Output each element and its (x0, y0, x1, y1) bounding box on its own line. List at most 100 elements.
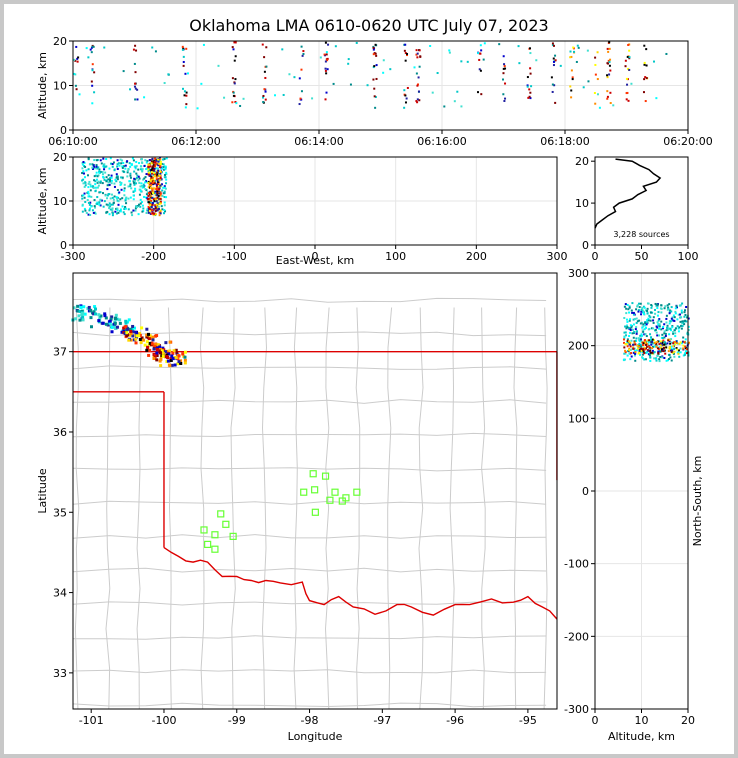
lightning-source (635, 308, 638, 311)
lightning-source (669, 309, 672, 312)
lightning-source (640, 313, 643, 316)
lightning-source (139, 168, 142, 171)
lightning-source (678, 355, 681, 358)
lightning-source (677, 330, 680, 333)
lightning-source (575, 60, 578, 63)
lma-station-marker (311, 486, 319, 494)
lightning-source (554, 101, 557, 104)
lightning-source (97, 174, 100, 177)
lightning-source (142, 183, 145, 186)
lightning-source (593, 92, 596, 95)
lightning-source (404, 52, 407, 55)
lightning-source (634, 328, 637, 331)
lightning-source (662, 325, 665, 328)
lightning-source (643, 346, 646, 349)
lightning-source (128, 180, 131, 183)
lightning-source (111, 207, 114, 210)
lightning-source (681, 302, 684, 305)
lightning-source (668, 353, 671, 356)
lightning-source (165, 360, 169, 364)
lightning-source (670, 345, 673, 348)
lightning-source (146, 191, 149, 194)
lightning-source (155, 178, 158, 181)
lightning-source (146, 332, 150, 336)
lightning-source (110, 325, 114, 329)
lightning-source (653, 341, 656, 344)
lightning-source (667, 306, 670, 309)
lightning-source (623, 352, 626, 355)
lightning-source (643, 352, 646, 355)
y-tick-label: 35 (53, 506, 67, 519)
lightning-source (163, 196, 166, 199)
lightning-source (165, 157, 168, 160)
lightning-source (104, 171, 107, 174)
lightning-source (159, 194, 162, 197)
lightning-source (159, 192, 162, 195)
lightning-source (155, 167, 158, 170)
lightning-source (92, 211, 95, 214)
lightning-source (656, 304, 659, 307)
county-border (72, 669, 547, 674)
lightning-source (147, 211, 150, 214)
lightning-source (366, 84, 369, 87)
x-tick-label: 06:10:00 (48, 135, 97, 148)
lightning-source (403, 49, 406, 52)
lightning-source (145, 333, 149, 337)
lightning-source (96, 175, 99, 178)
lightning-source (140, 161, 143, 164)
lightning-source (319, 56, 322, 59)
lightning-source (103, 178, 106, 181)
lightning-source (375, 54, 378, 57)
lightning-source (404, 59, 407, 62)
lightning-source (650, 306, 653, 309)
lightning-source (124, 207, 127, 210)
lightning-source (646, 345, 649, 348)
lightning-source (646, 321, 649, 324)
lightning-source (642, 323, 645, 326)
lightning-source (349, 83, 352, 86)
lightning-source (169, 357, 173, 361)
lightning-source (633, 350, 636, 353)
lightning-source (158, 162, 161, 165)
lightning-source (182, 60, 185, 63)
lightning-source (154, 187, 157, 190)
lightning-source (150, 196, 153, 199)
lightning-source (156, 180, 159, 183)
lightning-source (529, 67, 532, 70)
lightning-source (655, 342, 658, 345)
lightning-source (608, 41, 611, 44)
lightning-source (668, 338, 671, 341)
lightning-source (653, 60, 656, 63)
lightning-source (141, 210, 144, 213)
lightning-source (95, 178, 98, 181)
lightning-source (622, 358, 625, 361)
lightning-source (87, 56, 90, 59)
lightning-source (676, 318, 679, 321)
lightning-source (157, 207, 160, 210)
lightning-source (150, 175, 153, 178)
lightning-source (151, 196, 154, 199)
lightning-source (78, 309, 82, 313)
lightning-source (679, 320, 682, 323)
lightning-source (302, 50, 305, 53)
lightning-source (157, 167, 160, 170)
lightning-source (97, 184, 100, 187)
lightning-source (111, 212, 114, 215)
lightning-source (134, 187, 137, 190)
lightning-source (151, 202, 154, 205)
lightning-source (162, 158, 165, 161)
lightning-source (676, 325, 679, 328)
lightning-source (138, 338, 142, 342)
lightning-source (324, 60, 327, 63)
lightning-source (145, 196, 148, 199)
lightning-source (159, 158, 162, 161)
lightning-source (635, 317, 638, 320)
lightning-source (151, 46, 154, 49)
lightning-source (656, 347, 659, 350)
lightning-source (670, 341, 673, 344)
lightning-source (129, 88, 132, 91)
lightning-source (156, 191, 159, 194)
lightning-source (658, 327, 661, 330)
lightning-source (92, 310, 96, 314)
lightning-source (139, 202, 142, 205)
